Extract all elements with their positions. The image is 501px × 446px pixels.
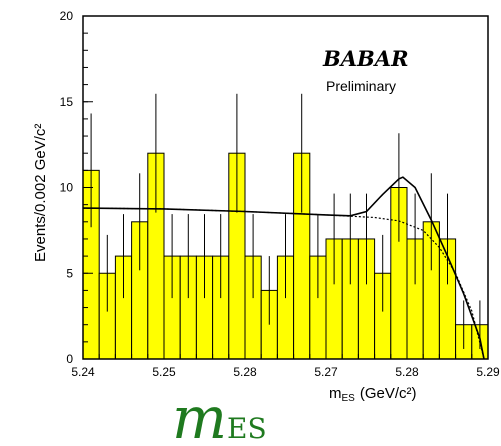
y-tick-label: 0 [66, 352, 73, 366]
histogram-bars [82, 152, 489, 360]
x-axis-label-es: ES [227, 412, 267, 445]
x-tick-label: 5.25 [152, 365, 176, 379]
y-tick-label: 5 [66, 266, 73, 280]
x-axis-unit: mES (GeV/c²) [329, 385, 417, 404]
preliminary-annotation: Preliminary [326, 78, 396, 94]
y-axis-label: Events/0.002 GeV/c² [32, 124, 49, 262]
y-tick-label: 10 [60, 181, 74, 195]
x-tick-label: 5.27 [314, 365, 338, 379]
x-axis-label: mES [172, 384, 267, 446]
y-tick-label: 15 [60, 95, 74, 109]
x-tick-label: 5.28 [395, 365, 419, 379]
x-unit-sub: ES [342, 393, 356, 404]
babar-logo: BABAR [322, 46, 409, 71]
x-axis-label-m: m [172, 384, 227, 446]
x-unit-m: m [329, 385, 342, 402]
x-tick-label: 5.28 [233, 365, 257, 379]
x-tick-label: 5.24 [71, 365, 95, 379]
x-tick-label: 5.29 [476, 365, 500, 379]
error-bars [90, 93, 481, 349]
y-tick-label: 20 [60, 9, 74, 23]
x-unit-text: (GeV/c²) [360, 385, 417, 402]
axes-ticks: 5.24 5.25 5.28 5.27 5.28 5.29 0 5 10 15 20 [60, 9, 500, 379]
background-fit-curve [82, 207, 485, 360]
total-fit-curve [82, 176, 485, 360]
